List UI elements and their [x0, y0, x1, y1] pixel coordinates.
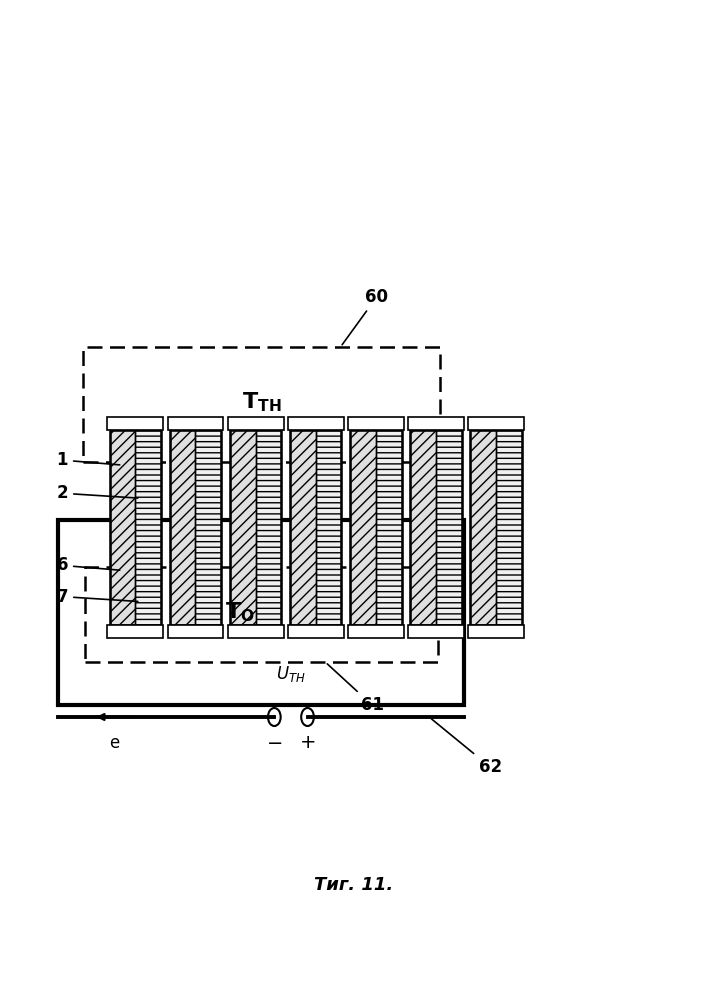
Bar [230, 430, 256, 625]
Bar [255, 430, 281, 625]
Bar [168, 625, 223, 638]
Bar [288, 625, 344, 638]
Bar [228, 625, 284, 638]
Bar [230, 430, 281, 625]
Bar [410, 430, 436, 625]
Text: $-$: $-$ [267, 732, 282, 752]
Bar [410, 430, 462, 625]
Bar [135, 430, 161, 625]
Text: $U_{TH}$: $U_{TH}$ [276, 664, 306, 684]
Bar [107, 625, 163, 638]
Text: $\mathbf{T_O}$: $\mathbf{T_O}$ [226, 601, 255, 624]
Text: 61: 61 [327, 664, 384, 714]
Text: $\mathbf{T_{TH}}$: $\mathbf{T_{TH}}$ [243, 390, 281, 414]
Bar [436, 430, 462, 625]
Bar [348, 417, 404, 430]
Bar [315, 430, 341, 625]
Bar [290, 430, 315, 625]
Bar [228, 417, 284, 430]
Bar [350, 430, 375, 625]
Bar [350, 430, 375, 625]
Bar [168, 417, 223, 430]
Bar [375, 430, 402, 625]
Bar [58, 520, 464, 705]
Bar [348, 625, 404, 638]
Bar [470, 430, 496, 625]
Bar [85, 567, 438, 662]
Bar [408, 417, 464, 430]
Text: 1: 1 [57, 451, 119, 469]
Text: 7: 7 [57, 588, 138, 606]
Text: Τиг. 11.: Τиг. 11. [314, 876, 393, 894]
Bar [135, 430, 161, 625]
Bar [436, 430, 462, 625]
Bar [290, 430, 341, 625]
Bar [170, 430, 195, 625]
Bar [288, 417, 344, 430]
Bar [195, 430, 221, 625]
Text: 6: 6 [57, 556, 119, 574]
Bar [110, 430, 135, 625]
Bar [170, 430, 221, 625]
Bar [83, 347, 440, 462]
Bar [350, 430, 402, 625]
Bar [230, 430, 256, 625]
Text: e: e [110, 734, 119, 752]
Bar [496, 430, 522, 625]
Bar [110, 430, 135, 625]
Text: 62: 62 [431, 719, 502, 776]
Bar [470, 430, 496, 625]
Bar [170, 430, 195, 625]
Bar [110, 430, 161, 625]
Bar [107, 417, 163, 430]
Text: 60: 60 [342, 288, 388, 345]
Bar [410, 430, 436, 625]
Bar [496, 430, 522, 625]
Bar [315, 430, 341, 625]
Bar [468, 417, 524, 430]
Bar [470, 430, 522, 625]
Bar [468, 625, 524, 638]
Bar [195, 430, 221, 625]
Bar [375, 430, 402, 625]
Bar [408, 625, 464, 638]
Text: $+$: $+$ [299, 732, 316, 752]
Text: 2: 2 [57, 484, 138, 502]
Bar [290, 430, 315, 625]
Bar [255, 430, 281, 625]
